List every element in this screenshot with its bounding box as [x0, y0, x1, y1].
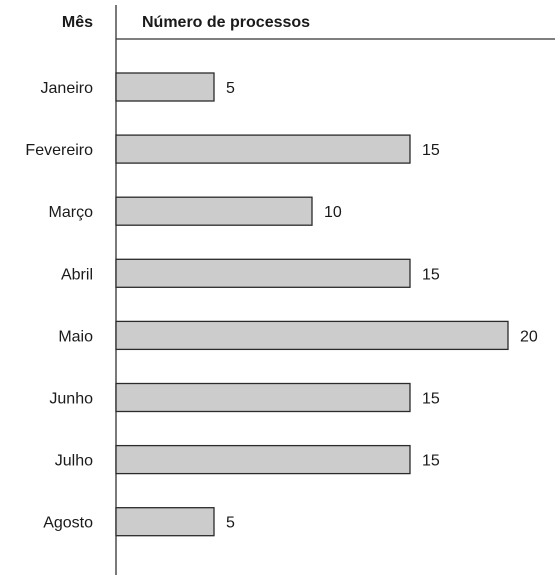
category-label-3: Abril [61, 266, 93, 283]
bar-5 [115, 382, 411, 413]
value-label-0: 5 [226, 80, 235, 97]
category-header: Mês [62, 14, 93, 31]
category-label-1: Fevereiro [25, 142, 93, 159]
category-label-4: Maio [58, 328, 93, 345]
bar-1 [115, 134, 411, 164]
bar-3 [115, 258, 411, 288]
value-label-6: 15 [422, 453, 440, 470]
bar-7 [115, 507, 215, 537]
category-label-5: Junho [49, 391, 93, 408]
bars-group: Janeiro 5 Fevereiro 15 Março 10 Abril 15 Maio 20 J… [25, 72, 538, 537]
value-header: Número de processos [142, 14, 310, 31]
bar-4 [115, 320, 509, 351]
bar-6 [115, 444, 411, 475]
category-label-7: Agosto [43, 515, 93, 532]
bar-2 [115, 196, 313, 226]
value-label-3: 15 [422, 266, 440, 283]
category-label-2: Março [49, 204, 94, 221]
category-label-6: Julho [55, 453, 93, 470]
value-label-2: 10 [324, 204, 342, 221]
value-label-4: 20 [520, 328, 538, 345]
bar-0 [115, 72, 215, 102]
value-label-5: 15 [422, 391, 440, 408]
category-label-0: Janeiro [41, 80, 94, 97]
value-label-1: 15 [422, 142, 440, 159]
value-label-7: 5 [226, 515, 235, 532]
